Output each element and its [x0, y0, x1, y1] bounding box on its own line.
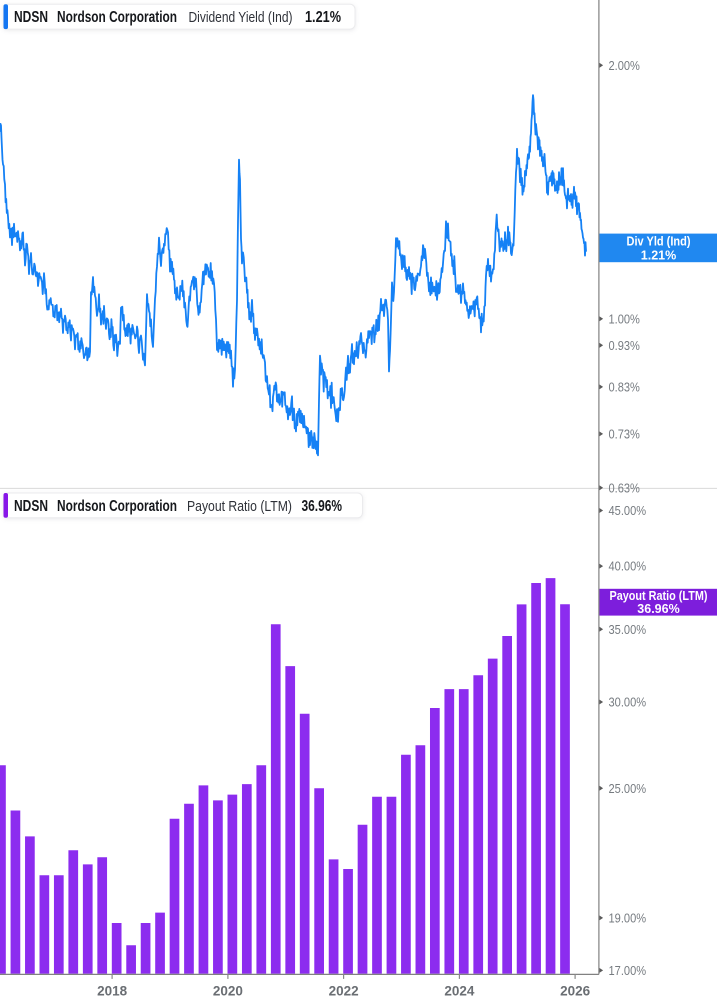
- svg-text:Nordson Corporation: Nordson Corporation: [57, 9, 177, 26]
- svg-text:30.00%: 30.00%: [609, 695, 647, 710]
- svg-text:1.21%: 1.21%: [641, 248, 676, 262]
- svg-text:2020: 2020: [213, 984, 243, 999]
- svg-text:Payout Ratio (LTM): Payout Ratio (LTM): [187, 499, 292, 515]
- svg-text:1.00%: 1.00%: [609, 311, 641, 326]
- svg-text:36.96%: 36.96%: [637, 602, 679, 616]
- svg-text:0.63%: 0.63%: [609, 480, 641, 495]
- svg-text:40.00%: 40.00%: [609, 559, 647, 574]
- svg-text:Nordson Corporation: Nordson Corporation: [57, 498, 177, 515]
- svg-text:2018: 2018: [97, 984, 128, 999]
- svg-text:2022: 2022: [329, 984, 359, 999]
- svg-text:45.00%: 45.00%: [609, 503, 647, 518]
- svg-text:NDSN: NDSN: [14, 9, 48, 26]
- svg-text:Div Yld (Ind): Div Yld (Ind): [627, 234, 691, 248]
- svg-text:25.00%: 25.00%: [609, 781, 647, 796]
- svg-text:Payout Ratio (LTM): Payout Ratio (LTM): [610, 589, 708, 603]
- svg-text:Dividend Yield (Ind): Dividend Yield (Ind): [189, 10, 293, 26]
- svg-text:17.00%: 17.00%: [609, 963, 647, 978]
- svg-text:0.93%: 0.93%: [609, 338, 641, 353]
- svg-text:0.73%: 0.73%: [609, 427, 641, 442]
- svg-text:2024: 2024: [444, 984, 475, 999]
- svg-text:2026: 2026: [560, 984, 591, 999]
- svg-text:19.00%: 19.00%: [609, 911, 647, 926]
- svg-text:35.00%: 35.00%: [609, 622, 647, 637]
- svg-text:0.83%: 0.83%: [609, 380, 641, 395]
- svg-text:2.00%: 2.00%: [609, 58, 641, 73]
- svg-text:NDSN: NDSN: [14, 498, 48, 515]
- svg-text:1.21%: 1.21%: [305, 9, 341, 26]
- svg-text:36.96%: 36.96%: [302, 498, 343, 515]
